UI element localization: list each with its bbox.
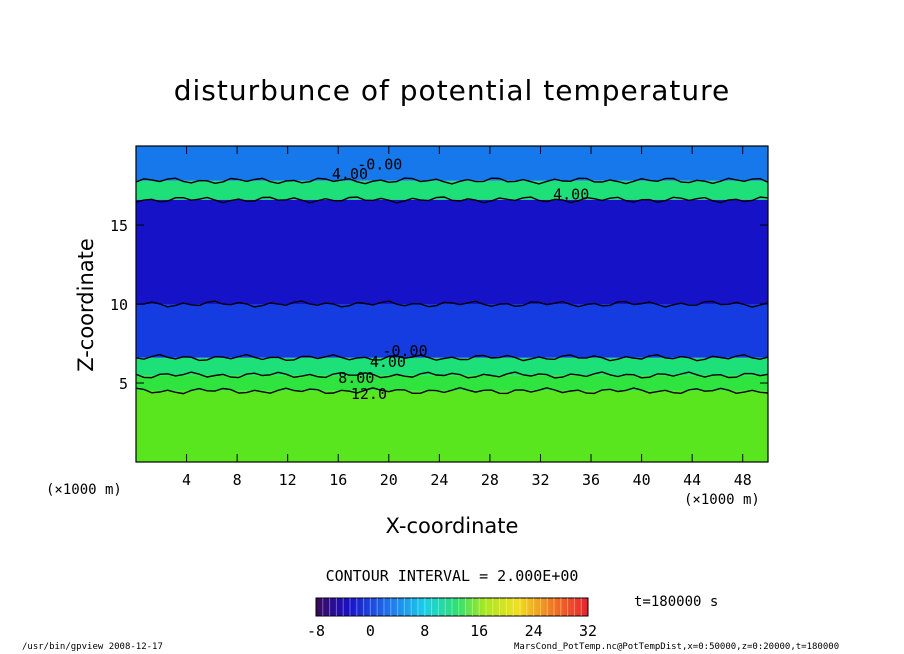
colorbar-tick-label-2: 8 [420, 622, 429, 640]
contour-lines [136, 177, 768, 395]
x-tick-label-2: 12 [279, 471, 297, 489]
x-tick-label-11: 48 [734, 471, 752, 489]
plot-area [136, 146, 768, 462]
x-tick-label-0: 4 [182, 471, 191, 489]
contour-line-6 [136, 177, 768, 185]
y-tick-label-1: 10 [110, 296, 128, 314]
y-axis: 5 10 15 [110, 217, 768, 393]
footer-right: MarsCond_PotTemp.nc@PotTempDist,x=0:5000… [514, 642, 840, 652]
contour-label-5: 8.00 [338, 369, 374, 387]
layer-2 [136, 357, 768, 376]
x-tick-label-6: 28 [481, 471, 499, 489]
x-axis-label: X-coordinate [385, 514, 519, 538]
layer-6 [136, 146, 768, 181]
colorbar-tick-label-5: 32 [579, 622, 597, 640]
chart-title: disturbunce of potential temperature [173, 74, 731, 107]
x-tick-label-8: 36 [582, 471, 600, 489]
layer-5 [136, 180, 768, 200]
y-tick-label-0: 5 [119, 375, 128, 393]
contour-label-2: 4.00 [553, 186, 589, 204]
x-tick-label-3: 16 [329, 471, 347, 489]
contour-line-5 [136, 196, 768, 204]
colorbar-tick-label-3: 16 [470, 622, 488, 640]
layer-3 [136, 304, 768, 358]
colorbar-tick-label-1: 0 [366, 622, 375, 640]
contour-label-1: 4.00 [332, 165, 368, 183]
colorbar: -8 0 8 16 24 32 [307, 597, 597, 640]
contour-line-3 [136, 353, 768, 362]
x-unit-left: (×1000 m) [46, 482, 122, 498]
layer-1 [136, 375, 768, 391]
contour-label-4: 4.00 [370, 353, 406, 371]
layer-4 [136, 199, 768, 304]
contour-label-6: 12.0 [351, 385, 387, 403]
x-tick-label-7: 32 [531, 471, 549, 489]
x-tick-label-10: 44 [683, 471, 701, 489]
contour-interval: CONTOUR INTERVAL = 2.000E+00 [325, 567, 579, 585]
footer-left: /usr/bin/gpview 2008-12-17 [22, 642, 163, 652]
contour-label-0: -0.00 [357, 156, 402, 174]
contour-line-4 [136, 300, 768, 308]
x-tick-label-4: 20 [380, 471, 398, 489]
y-tick-label-2: 15 [110, 217, 128, 235]
time-label: t=180000 s [634, 594, 719, 610]
colorbar-gradient [315, 597, 589, 617]
colorbar-tick-label-4: 24 [525, 622, 543, 640]
x-tick-label-9: 40 [633, 471, 651, 489]
x-tick-label-1: 8 [233, 471, 242, 489]
x-tick-label-5: 24 [430, 471, 448, 489]
contour-line-2 [136, 371, 768, 379]
x-unit-right: (×1000 m) [684, 492, 760, 508]
layer-0 [136, 390, 768, 462]
colorbar-tick-label-0: -8 [307, 622, 325, 640]
contour-line-1 [136, 386, 768, 395]
contour-label-3: -0.00 [382, 342, 427, 360]
x-axis: 4 8 12 16 20 24 28 32 36 40 44 48 [182, 146, 752, 489]
